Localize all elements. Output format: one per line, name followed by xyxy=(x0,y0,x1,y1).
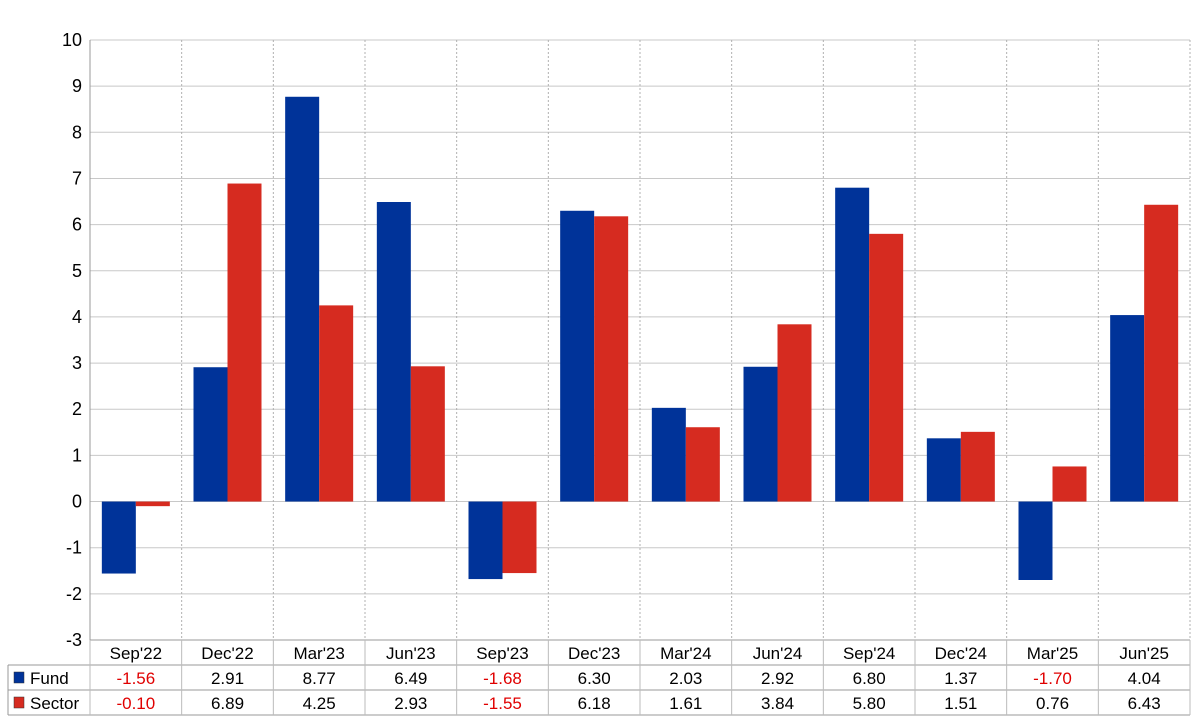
bar-fund xyxy=(193,367,228,502)
legend-label-fund: Fund xyxy=(30,669,69,688)
bars xyxy=(101,96,1179,580)
data-label: 6.43 xyxy=(1128,694,1161,713)
legend-swatch-sector xyxy=(13,696,25,709)
gridlines xyxy=(89,39,1191,641)
category-label: Jun'25 xyxy=(1119,644,1169,663)
y-tick-label: -2 xyxy=(66,584,82,604)
bar-fund xyxy=(101,501,136,574)
category-label: Dec'24 xyxy=(935,644,987,663)
category-label: Jun'23 xyxy=(386,644,436,663)
bar-sector xyxy=(319,305,354,502)
bar-sector xyxy=(1144,204,1179,502)
legend-label-sector: Sector xyxy=(30,694,79,713)
bar-sector xyxy=(685,427,720,502)
category-label: Mar'25 xyxy=(1027,644,1078,663)
y-tick-label: 2 xyxy=(72,399,82,419)
data-label: 6.49 xyxy=(394,669,427,688)
data-label: -0.10 xyxy=(116,694,155,713)
bar-fund xyxy=(1110,315,1145,502)
y-tick-label: 3 xyxy=(72,353,82,373)
bar-sector xyxy=(135,501,170,507)
data-label: 1.51 xyxy=(944,694,977,713)
data-label: 2.93 xyxy=(394,694,427,713)
category-label: Sep'23 xyxy=(476,644,528,663)
data-label: 6.80 xyxy=(853,669,886,688)
data-label: -1.70 xyxy=(1033,669,1072,688)
bar-sector xyxy=(594,216,629,502)
category-label: Dec'23 xyxy=(568,644,620,663)
y-tick-label: 4 xyxy=(72,307,82,327)
y-tick-label: 8 xyxy=(72,122,82,142)
data-label: -1.56 xyxy=(116,669,155,688)
bar-sector xyxy=(1052,466,1087,502)
data-label: 5.80 xyxy=(853,694,886,713)
data-label: 2.92 xyxy=(761,669,794,688)
bar-sector xyxy=(960,431,995,502)
data-label: 4.04 xyxy=(1128,669,1161,688)
bar-sector xyxy=(502,501,537,574)
data-label: -1.55 xyxy=(483,694,522,713)
y-tick-label: 10 xyxy=(62,30,82,50)
category-label: Mar'23 xyxy=(293,644,344,663)
category-label: Sep'22 xyxy=(110,644,162,663)
category-label: Mar'24 xyxy=(660,644,711,663)
bar-sector xyxy=(227,183,262,502)
y-tick-label: -3 xyxy=(66,630,82,650)
data-label: 2.03 xyxy=(669,669,702,688)
bar-fund xyxy=(835,187,870,502)
bar-sector xyxy=(777,324,812,502)
data-label: 6.18 xyxy=(578,694,611,713)
y-tick-label: 9 xyxy=(72,76,82,96)
category-label: Dec'22 xyxy=(201,644,253,663)
data-table: Sep'22 Dec'22 Mar'23 Jun'23 Sep'23 Dec'23 Mar'… xyxy=(7,639,1191,716)
data-label: 1.37 xyxy=(944,669,977,688)
bar-fund xyxy=(1018,501,1053,580)
y-tick-label: -1 xyxy=(66,538,82,558)
data-label: 6.89 xyxy=(211,694,244,713)
data-label: 6.30 xyxy=(578,669,611,688)
data-label: 2.91 xyxy=(211,669,244,688)
bar-fund xyxy=(376,202,411,502)
data-label: 3.84 xyxy=(761,694,794,713)
legend-swatch-fund xyxy=(13,671,25,684)
bar-fund xyxy=(651,407,686,502)
y-tick-label: 5 xyxy=(72,261,82,281)
bar-sector xyxy=(869,233,904,502)
y-tick-label: 7 xyxy=(72,168,82,188)
y-tick-label: 6 xyxy=(72,215,82,235)
bar-fund xyxy=(926,438,961,502)
y-tick-label: 0 xyxy=(72,492,82,512)
bar-fund xyxy=(468,501,503,580)
bar-sector xyxy=(410,366,445,502)
data-label: 8.77 xyxy=(303,669,336,688)
data-label: 1.61 xyxy=(669,694,702,713)
data-label: 0.76 xyxy=(1036,694,1069,713)
bar-fund xyxy=(285,96,320,502)
y-tick-label: 1 xyxy=(72,445,82,465)
y-axis: -3 -2 -1 0 1 2 3 4 5 6 7 8 9 10 xyxy=(62,30,91,650)
bar-fund xyxy=(560,210,595,502)
bar-fund xyxy=(743,366,778,502)
data-label: -1.68 xyxy=(483,669,522,688)
data-label: 4.25 xyxy=(303,694,336,713)
category-label: Sep'24 xyxy=(843,644,895,663)
category-label: Jun'24 xyxy=(753,644,803,663)
